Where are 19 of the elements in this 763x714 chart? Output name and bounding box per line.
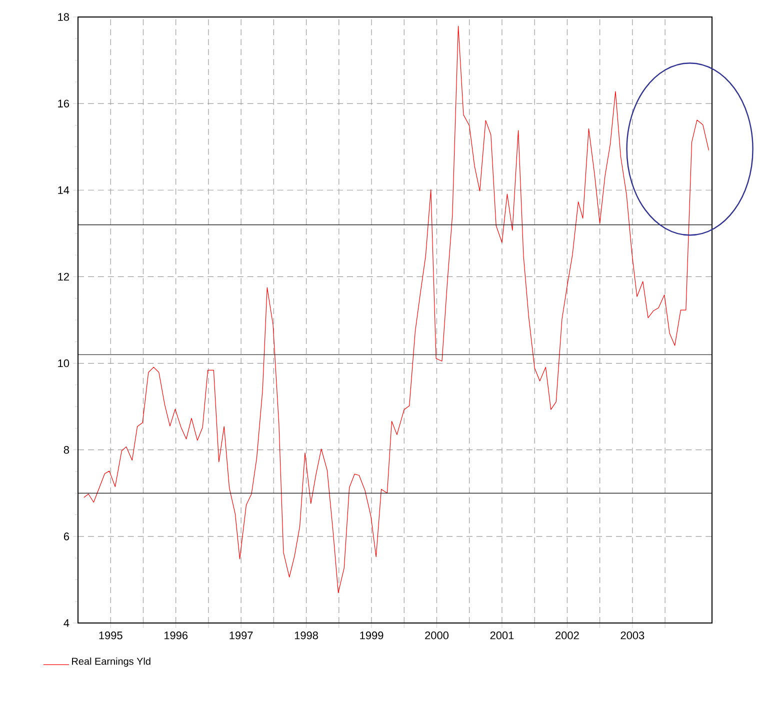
y-tick-label: 12 xyxy=(58,272,69,281)
x-tick-label: 1997 xyxy=(230,632,253,640)
y-tick-label: 6 xyxy=(64,532,70,540)
x-tick-label: 2001 xyxy=(490,632,514,640)
y-tick-label: 18 xyxy=(58,13,70,21)
line-series xyxy=(84,26,710,593)
x-tick-label: 1999 xyxy=(360,632,384,640)
x-tick-label: 1995 xyxy=(99,632,122,640)
x-tick-label: 2003 xyxy=(620,632,644,640)
y-tick-label: 10 xyxy=(58,359,70,368)
y-tick-label: 14 xyxy=(58,186,70,194)
x-tick-label: 1996 xyxy=(164,632,188,640)
y-tick-label: 8 xyxy=(64,446,70,454)
y-tick-label: 16 xyxy=(58,100,70,108)
x-tick-label: 2000 xyxy=(425,632,448,640)
y-tick-label: 4 xyxy=(64,619,70,627)
legend-label: Real Earnings Yld xyxy=(72,657,150,667)
x-tick-label: 1998 xyxy=(294,632,318,640)
x-tick-label: 2002 xyxy=(556,632,579,640)
